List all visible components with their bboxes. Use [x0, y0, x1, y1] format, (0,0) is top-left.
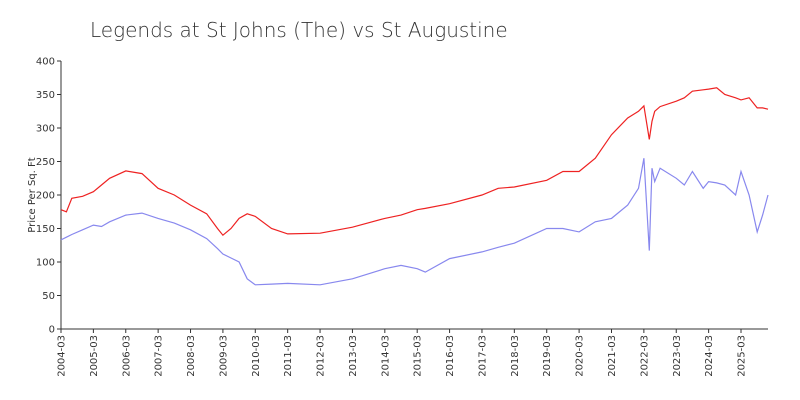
x-tick-label: 2025-03 — [737, 335, 748, 377]
x-tick-label: 2004-03 — [57, 335, 68, 377]
y-tick-label: 350 — [36, 90, 55, 101]
x-tick-label: 2010-03 — [251, 335, 262, 377]
x-tick-label: 2013-03 — [348, 335, 359, 377]
y-axis-label: Price Per Sq. Ft — [27, 157, 38, 232]
series-line — [60, 87, 769, 237]
y-tick-label: 50 — [42, 291, 55, 302]
y-tick-label: 200 — [36, 191, 55, 202]
x-tick-label: 2005-03 — [89, 335, 100, 377]
x-tick-label: 2017-03 — [477, 335, 488, 377]
x-tick-label: 2021-03 — [607, 335, 618, 377]
chart-title: Legends at St Johns (The) vs St Augustin… — [90, 18, 508, 42]
x-tick-label: 2023-03 — [672, 335, 683, 377]
x-tick-label: 2006-03 — [121, 335, 132, 377]
x-tick-label: 2024-03 — [704, 335, 715, 377]
y-tick-label: 250 — [36, 157, 55, 168]
x-tick-label: 2008-03 — [186, 335, 197, 377]
x-tick-label: 2007-03 — [154, 335, 165, 377]
x-tick-label: 2009-03 — [218, 335, 229, 377]
x-tick-label: 2012-03 — [316, 335, 327, 377]
y-tick-label: 400 — [36, 57, 55, 68]
x-tick-label: 2015-03 — [413, 335, 424, 377]
x-tick-label: 2016-03 — [445, 335, 456, 377]
y-tick-label: 150 — [36, 224, 55, 235]
x-tick-label: 2020-03 — [575, 335, 586, 377]
x-tick-label: 2022-03 — [639, 335, 650, 377]
x-tick-label: 2018-03 — [510, 335, 521, 377]
y-tick-label: 100 — [36, 258, 55, 269]
x-tick-label: 2014-03 — [380, 335, 391, 377]
x-tick-label: 2011-03 — [283, 335, 294, 377]
y-tick-label: 0 — [49, 325, 55, 336]
y-tick-label: 300 — [36, 124, 55, 135]
series-line — [60, 158, 769, 286]
x-tick-label: 2019-03 — [542, 335, 553, 377]
